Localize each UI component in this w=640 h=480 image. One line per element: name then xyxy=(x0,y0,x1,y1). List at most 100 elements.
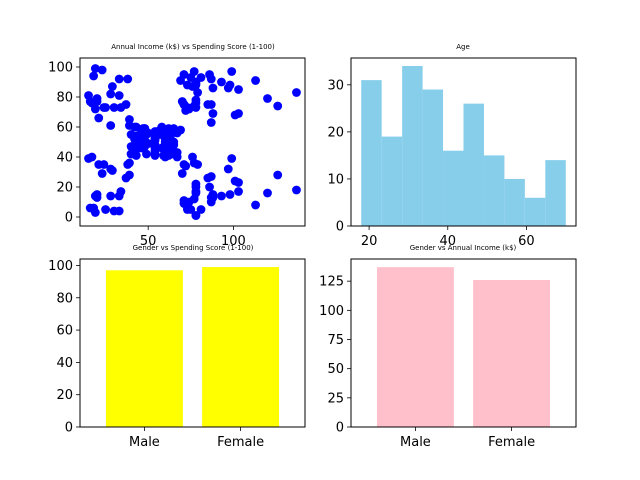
age-panel: Age 20 40 60 0 10 20 30 xyxy=(327,43,577,249)
scatter-point xyxy=(106,89,116,99)
scatter-point xyxy=(109,103,119,112)
gender-income-ytick-label: 0 xyxy=(336,421,344,436)
age-x-ticks: 20 40 60 xyxy=(361,226,535,249)
scatter-ytick-label: 80 xyxy=(56,91,73,106)
age-histogram-bar xyxy=(524,197,546,226)
scatter-point xyxy=(97,169,107,178)
gender-income-xtick-label: Female xyxy=(488,435,535,450)
scatter-point xyxy=(217,77,226,87)
scatter-point xyxy=(169,137,179,147)
scatter-point xyxy=(87,152,97,162)
age-title: Age xyxy=(456,43,470,51)
scatter-point xyxy=(143,128,153,138)
scatter-point xyxy=(193,88,203,97)
scatter-point xyxy=(172,152,182,162)
age-ytick-label: 20 xyxy=(327,125,344,140)
scatter-point xyxy=(234,85,243,94)
gender-spending-ytick-label: 100 xyxy=(48,259,73,274)
gender-income-ytick-label: 75 xyxy=(327,333,344,348)
scatter-point xyxy=(292,88,301,97)
gender-spending-bars xyxy=(105,267,280,427)
scatter-point xyxy=(193,160,203,169)
scatter-point xyxy=(143,139,153,148)
scatter-point xyxy=(121,100,131,109)
age-y-ticks: 0 10 20 30 xyxy=(327,78,351,235)
age-xtick-label: 20 xyxy=(361,234,378,249)
age-axes-frame xyxy=(350,57,577,227)
scatter-point xyxy=(92,193,102,202)
gender-spending-bar xyxy=(105,270,183,427)
scatter-point xyxy=(196,205,206,214)
scatter-point xyxy=(106,191,116,201)
age-histogram-bar xyxy=(483,155,505,226)
scatter-point xyxy=(125,158,134,168)
scatter-point xyxy=(234,109,243,118)
gender-income-panel: Gender vs Annual Income (k$) Male Female … xyxy=(319,244,577,450)
gender-spending-ytick-label: 80 xyxy=(56,291,73,306)
gender-spending-ytick-label: 40 xyxy=(56,356,73,371)
scatter-point xyxy=(90,64,100,73)
age-ytick-label: 30 xyxy=(327,78,344,93)
scatter-point xyxy=(107,82,117,91)
age-histogram-bar xyxy=(402,66,423,226)
gender-income-bar xyxy=(376,267,454,427)
gender-income-axes-frame xyxy=(350,258,577,428)
age-histogram-bar xyxy=(381,136,403,226)
scatter-point xyxy=(116,187,126,196)
scatter-point xyxy=(181,161,191,171)
scatter-point xyxy=(217,191,226,201)
age-histogram-bar xyxy=(422,89,444,226)
age-histogram-bar xyxy=(361,80,382,226)
gender-spending-xtick-label: Male xyxy=(129,435,160,450)
scatter-point xyxy=(90,208,100,217)
scatter-axes-frame xyxy=(79,57,306,227)
gender-income-title: Gender vs Annual Income (k$) xyxy=(410,244,517,252)
scatter-point xyxy=(179,70,189,79)
gender-income-x-ticks: Male Female xyxy=(400,427,535,450)
scatter-point xyxy=(206,172,216,181)
scatter-point xyxy=(234,187,243,196)
age-ytick-label: 10 xyxy=(327,172,344,187)
gender-spending-xtick-label: Female xyxy=(217,435,264,450)
scatter-point xyxy=(89,71,99,81)
gender-spending-axes-frame xyxy=(79,258,306,428)
scatter-point xyxy=(251,76,260,85)
scatter-point xyxy=(191,95,201,105)
scatter-point xyxy=(223,164,233,174)
scatter-point xyxy=(225,190,235,199)
scatter-point xyxy=(196,73,206,82)
scatter-point xyxy=(90,104,100,114)
scatter-title: Annual Income (k$) vs Spending Score (1-… xyxy=(111,43,275,51)
scatter-point xyxy=(208,190,218,199)
scatter-point xyxy=(186,205,196,214)
gender-income-bars xyxy=(376,267,551,427)
scatter-point xyxy=(94,113,104,123)
scatter-ytick-label: 0 xyxy=(65,211,73,226)
scatter-point xyxy=(208,109,218,118)
scatter-ytick-label: 100 xyxy=(48,61,73,76)
gender-income-ytick-label: 50 xyxy=(327,362,344,377)
gender-income-y-ticks: 0 25 50 75 100 125 xyxy=(319,275,351,436)
scatter-point xyxy=(123,74,133,84)
gender-spending-x-ticks: Male Female xyxy=(129,427,264,450)
scatter-xtick-label: 100 xyxy=(221,234,246,249)
gender-income-ytick-label: 25 xyxy=(327,391,344,406)
scatter-point xyxy=(191,211,201,220)
scatter-point xyxy=(131,122,141,132)
scatter-point xyxy=(157,122,167,132)
scatter-point xyxy=(263,188,272,198)
scatter-point xyxy=(142,149,151,159)
age-histogram-bars xyxy=(361,66,566,226)
scatter-point xyxy=(292,185,301,195)
scatter-point xyxy=(92,94,102,103)
scatter-point xyxy=(125,115,134,124)
scatter-point xyxy=(125,170,134,180)
age-xtick-label: 60 xyxy=(518,234,535,249)
scatter-point xyxy=(227,154,237,163)
scatter-point xyxy=(273,101,283,111)
scatter-point xyxy=(99,160,109,169)
age-xtick-label: 40 xyxy=(439,234,456,249)
gender-income-ytick-label: 100 xyxy=(319,304,344,319)
scatter-point xyxy=(251,200,260,210)
